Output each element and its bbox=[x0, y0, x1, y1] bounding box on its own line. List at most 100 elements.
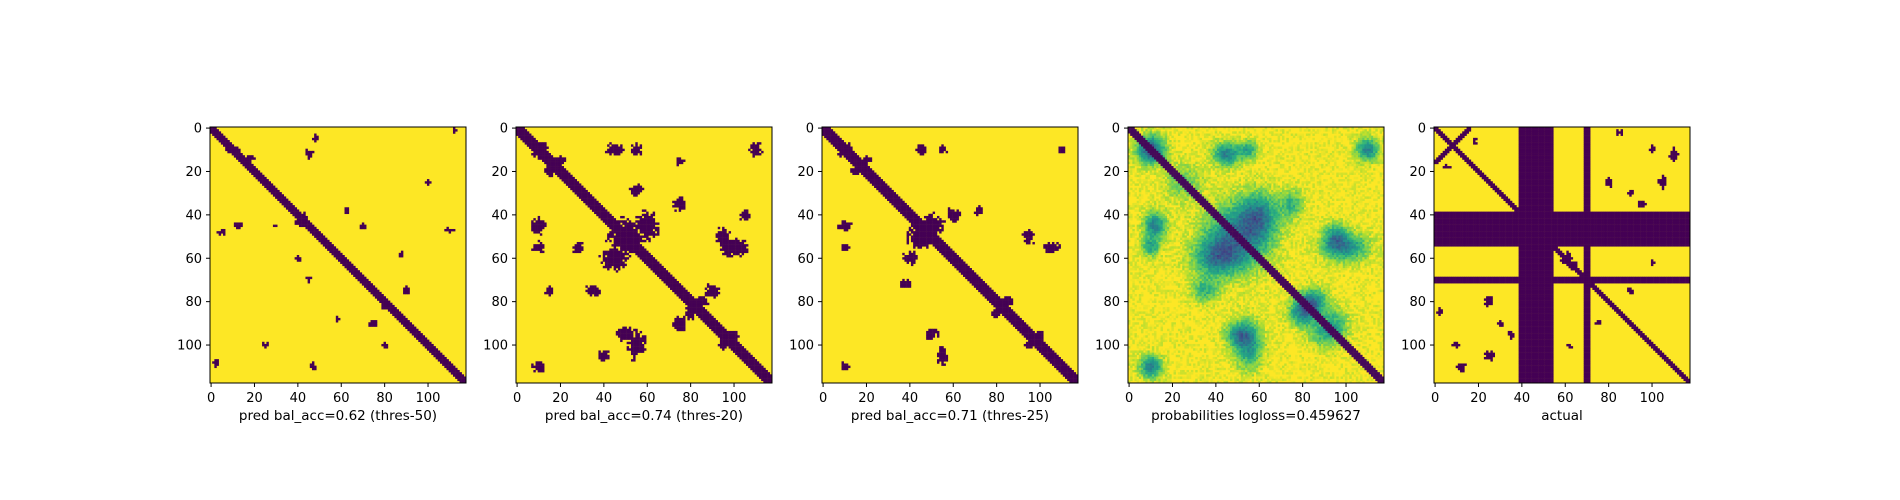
heatmap-cell bbox=[1195, 133, 1198, 136]
heatmap-cell bbox=[377, 296, 380, 299]
heatmap-cell bbox=[637, 220, 640, 223]
heatmap-cell bbox=[366, 287, 369, 290]
y-tick-label: 0 bbox=[500, 122, 508, 137]
heatmap-cell bbox=[1154, 133, 1157, 136]
heatmap-cell bbox=[915, 257, 918, 260]
heatmap-cell bbox=[1381, 142, 1384, 145]
heatmap-cell bbox=[613, 222, 617, 225]
heatmap-cell bbox=[633, 185, 636, 188]
heatmap-cell bbox=[1221, 150, 1224, 154]
heatmap-cell bbox=[724, 330, 727, 334]
heatmap-cell bbox=[654, 226, 658, 230]
heatmap-cell bbox=[1158, 127, 1161, 130]
heatmap-cell bbox=[999, 309, 1003, 312]
heatmap-cell bbox=[537, 365, 541, 369]
heatmap-cell bbox=[745, 361, 749, 364]
heatmap-cell bbox=[533, 144, 536, 147]
heatmap-cell bbox=[446, 361, 449, 364]
heatmap-cell bbox=[633, 339, 636, 343]
heatmap-cell bbox=[594, 200, 597, 204]
heatmap-cell bbox=[978, 205, 981, 208]
heatmap-cell bbox=[928, 222, 931, 225]
heatmap-cell bbox=[1151, 144, 1155, 147]
heatmap-cell bbox=[683, 205, 686, 208]
heatmap-cell bbox=[950, 209, 953, 212]
heatmap-cell bbox=[687, 307, 690, 310]
heatmap-cell bbox=[639, 255, 643, 258]
heatmap-cell bbox=[674, 291, 677, 295]
heatmap-cell bbox=[392, 313, 395, 316]
heatmap-cell bbox=[1060, 372, 1064, 375]
heatmap-cell bbox=[715, 239, 719, 243]
heatmap-cell bbox=[832, 131, 836, 134]
heatmap-cell bbox=[732, 337, 736, 340]
heatmap-cell bbox=[639, 228, 643, 232]
heatmap-cell bbox=[1045, 246, 1048, 249]
heatmap-cell bbox=[565, 183, 569, 186]
heatmap-cell bbox=[583, 196, 586, 199]
heatmap-cell bbox=[537, 239, 541, 243]
heatmap-cell bbox=[722, 237, 725, 241]
heatmap-cell bbox=[850, 148, 853, 152]
heatmap-cell bbox=[1201, 127, 1205, 130]
heatmap-cell bbox=[685, 294, 688, 297]
heatmap-cell bbox=[1253, 155, 1257, 158]
heatmap-cell bbox=[1067, 374, 1070, 377]
heatmap-cell bbox=[913, 241, 916, 245]
heatmap-cell bbox=[1229, 142, 1233, 145]
heatmap-cell bbox=[1175, 153, 1179, 156]
heatmap-cell bbox=[633, 244, 636, 247]
heatmap-cell bbox=[1058, 150, 1061, 154]
heatmap-cell bbox=[728, 246, 732, 249]
heatmap-cell bbox=[1362, 148, 1365, 152]
heatmap-cell bbox=[617, 220, 621, 223]
heatmap-cell bbox=[340, 252, 343, 256]
heatmap-cell bbox=[1075, 374, 1078, 377]
heatmap-cell bbox=[863, 157, 866, 160]
heatmap-cell bbox=[1032, 330, 1035, 334]
heatmap-cell bbox=[607, 259, 610, 262]
heatmap-cell bbox=[637, 233, 640, 236]
heatmap-cell bbox=[941, 241, 944, 245]
heatmap-cell bbox=[1214, 157, 1218, 160]
heatmap-cell bbox=[418, 330, 421, 334]
heatmap-cell bbox=[676, 291, 679, 295]
heatmap-cell bbox=[394, 315, 397, 319]
heatmap-cell bbox=[963, 261, 966, 264]
heatmap-cell bbox=[1297, 133, 1300, 136]
heatmap-cell bbox=[956, 215, 959, 219]
heatmap-cell bbox=[361, 274, 365, 277]
heatmap-cell bbox=[238, 157, 241, 160]
heatmap-cell bbox=[687, 309, 690, 312]
heatmap-cell bbox=[240, 222, 243, 225]
heatmap-cell bbox=[743, 350, 747, 353]
heatmap-cell bbox=[1201, 133, 1205, 136]
x-axis-label: pred bal_acc=0.71 (thres-25) bbox=[851, 408, 1049, 424]
heatmap-cell bbox=[281, 194, 285, 197]
heatmap-cell bbox=[735, 348, 738, 351]
heatmap-cell bbox=[600, 209, 604, 212]
heatmap-cell bbox=[1221, 157, 1224, 160]
heatmap-cell bbox=[544, 142, 547, 145]
heatmap-cell bbox=[1327, 142, 1331, 145]
heatmap-cell bbox=[1151, 146, 1155, 149]
heatmap-cell bbox=[387, 302, 391, 306]
heatmap-cell bbox=[314, 233, 317, 236]
heatmap-cell bbox=[596, 207, 599, 210]
heatmap-cell bbox=[1355, 148, 1359, 152]
heatmap-cell bbox=[563, 172, 567, 175]
heatmap-cell bbox=[1056, 356, 1059, 360]
heatmap-cell bbox=[841, 148, 844, 152]
heatmap-cell bbox=[1284, 148, 1287, 152]
heatmap-cell bbox=[646, 222, 649, 225]
heatmap-cell bbox=[917, 144, 920, 147]
heatmap-cell bbox=[1147, 146, 1150, 149]
heatmap-cell bbox=[459, 378, 462, 382]
heatmap-cell bbox=[1006, 311, 1009, 314]
heatmap-cell bbox=[294, 220, 298, 223]
heatmap-cell bbox=[611, 259, 614, 262]
heatmap-cell bbox=[897, 205, 901, 208]
heatmap-cell bbox=[298, 218, 302, 221]
heatmap-cell bbox=[1242, 144, 1246, 147]
heatmap-cell bbox=[450, 363, 454, 366]
